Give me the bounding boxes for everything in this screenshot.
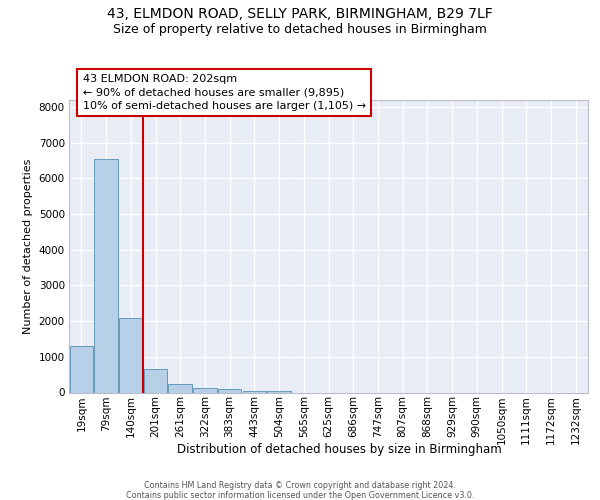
Text: Size of property relative to detached houses in Birmingham: Size of property relative to detached ho… (113, 22, 487, 36)
Y-axis label: Number of detached properties: Number of detached properties (23, 158, 33, 334)
Bar (119, 318, 143, 392)
Text: Contains HM Land Registry data © Crown copyright and database right 2024.: Contains HM Land Registry data © Crown c… (144, 481, 456, 490)
Text: Contains public sector information licensed under the Open Government Licence v3: Contains public sector information licen… (126, 491, 474, 500)
Text: 43, ELMDON ROAD, SELLY PARK, BIRMINGHAM, B29 7LF: 43, ELMDON ROAD, SELLY PARK, BIRMINGHAM,… (107, 8, 493, 22)
Bar (94, 159, 118, 392)
Bar (144, 370, 167, 392)
Bar (218, 390, 241, 392)
Text: Distribution of detached houses by size in Birmingham: Distribution of detached houses by size … (176, 442, 502, 456)
Bar (169, 384, 192, 392)
Bar (193, 388, 217, 392)
Bar (242, 390, 266, 392)
Text: 43 ELMDON ROAD: 202sqm
← 90% of detached houses are smaller (9,895)
10% of semi-: 43 ELMDON ROAD: 202sqm ← 90% of detached… (83, 74, 366, 110)
Bar (70, 346, 93, 393)
Bar (268, 390, 291, 392)
